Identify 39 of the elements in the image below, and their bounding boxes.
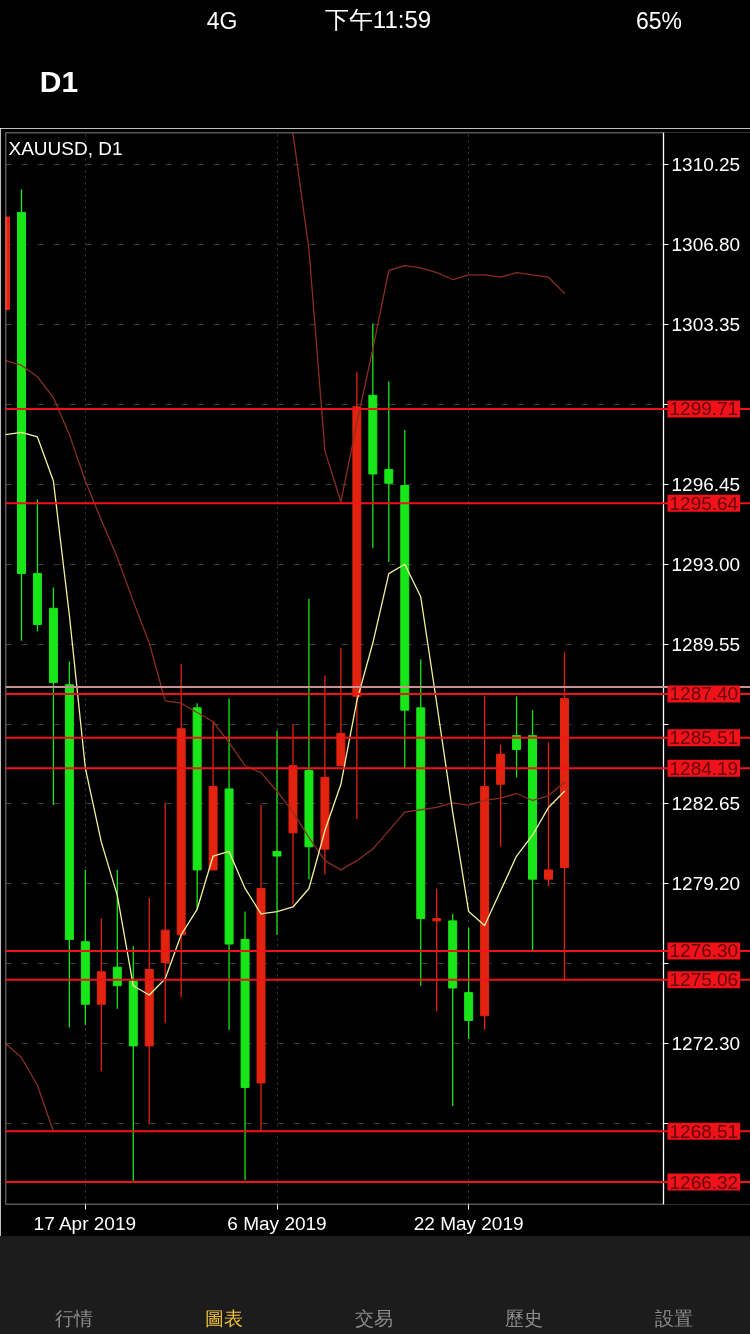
line-series [292, 133, 566, 503]
candlestick [384, 380, 394, 563]
text: D1 [39, 64, 79, 100]
y-tick-label: 1279.20 [671, 873, 741, 895]
y-tick-label: 1282.65 [671, 793, 741, 815]
text: 4G [206, 8, 238, 36]
ref-line-label: 1268.51 [669, 1120, 739, 1142]
text: 下午11:59 [324, 6, 432, 35]
line-series [5, 431, 566, 996]
candlestick [432, 887, 442, 1012]
ref-line-label: 1266.32 [669, 1171, 739, 1193]
ref-line-label: 1287.40 [669, 683, 739, 705]
x-tick-label: 6 May 2019 [227, 1212, 327, 1234]
line-series [5, 359, 566, 871]
y-tick-label: 1289.55 [671, 633, 741, 655]
text: 圖表 [205, 1308, 243, 1331]
ref-line-label: 1295.64 [669, 492, 739, 514]
y-tick-label: 1296.45 [671, 473, 741, 495]
text: 65% [635, 8, 683, 36]
line-series [5, 1042, 55, 1133]
chart-title: XAUUSD, D1 [8, 137, 123, 159]
candlestick [544, 741, 553, 887]
ref-line-label: 1299.71 [669, 398, 739, 420]
text: 設置 [655, 1308, 693, 1331]
y-tick-label: 1272.30 [671, 1033, 741, 1055]
text: 歷史 [505, 1308, 543, 1331]
text: 行情 [55, 1308, 93, 1331]
ref-line-label: 1275.06 [669, 969, 739, 991]
y-tick-label: 1306.80 [671, 234, 741, 256]
y-tick-label: 1293.00 [671, 553, 741, 575]
ref-line-label: 1285.51 [669, 727, 739, 749]
text: 交易 [355, 1308, 393, 1331]
candlestick [272, 730, 282, 936]
x-tick-label: 22 May 2019 [413, 1212, 524, 1234]
y-tick-label: 1310.25 [671, 154, 741, 176]
ref-line-label: 1284.19 [669, 757, 739, 779]
ref-line-label: 1276.30 [669, 940, 739, 962]
y-tick-label: 1303.35 [671, 314, 741, 336]
x-tick-label: 17 Apr 2019 [33, 1212, 137, 1234]
